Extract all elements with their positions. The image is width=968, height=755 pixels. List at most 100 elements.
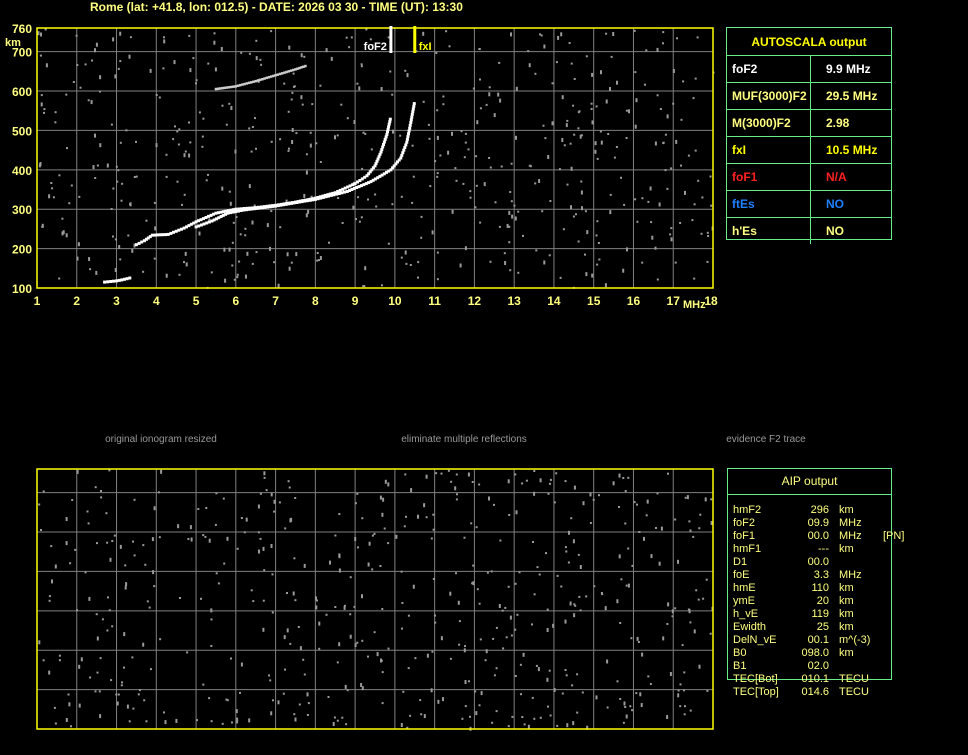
noise-dot: [579, 609, 582, 612]
f-ordinary-trace: [174, 229, 178, 233]
aip-value: 09.9: [807, 517, 829, 529]
noise-dot: [533, 470, 536, 472]
noise-dot: [336, 719, 339, 722]
noise-dot: [375, 205, 378, 208]
noise-dot: [340, 103, 343, 106]
noise-dot: [100, 490, 102, 492]
noise-dot: [499, 539, 502, 542]
e-layer-trace: [115, 279, 118, 283]
noise-dot: [656, 278, 659, 281]
noise-dot: [513, 204, 516, 207]
f-ordinary-trace: [226, 209, 230, 213]
noise-dot: [604, 283, 607, 288]
noise-dot: [579, 565, 582, 569]
aip-value: 00.0: [807, 556, 829, 568]
noise-dot: [674, 607, 677, 610]
multiple-reflection-trace: [302, 65, 305, 68]
noise-dot: [108, 609, 111, 612]
noise-dot: [542, 124, 545, 127]
x-tick-label: 18: [704, 294, 718, 308]
noise-dot: [570, 205, 572, 210]
noise-dot: [387, 242, 390, 245]
noise-dot: [401, 627, 403, 630]
autoscala-output-table: AUTOSCALA output foF2 9.9 MHz MUF(3000)F2 2…: [726, 27, 892, 244]
f-extraordinary-trace: [412, 102, 416, 106]
noise-dot: [538, 179, 541, 183]
noise-dot: [475, 155, 478, 158]
noise-dot: [52, 196, 55, 199]
noise-dot: [287, 110, 290, 113]
noise-dot: [255, 147, 257, 150]
noise-dot: [257, 504, 260, 509]
noise-dot: [361, 686, 364, 691]
noise-dot: [682, 80, 685, 83]
noise-dot: [627, 583, 630, 588]
f-extraordinary-trace: [385, 170, 388, 174]
noise-dot: [121, 681, 123, 684]
aip-value: 098.0: [801, 647, 829, 659]
noise-dot: [414, 657, 417, 660]
noise-dot: [88, 257, 91, 261]
aip-flag: [883, 504, 913, 517]
noise-dot: [164, 720, 167, 725]
spacer: [829, 660, 839, 673]
noise-dot: [442, 103, 445, 106]
autoscala-row: ftEs NO: [727, 191, 891, 218]
multiple-reflection-trace: [281, 72, 284, 75]
noise-dot: [205, 507, 208, 509]
f-ordinary-trace: [323, 193, 327, 197]
noise-dot: [509, 615, 512, 620]
noise-dot: [346, 117, 349, 120]
aip-value: 014.6: [801, 686, 829, 698]
noise-dot: [570, 62, 573, 65]
noise-dot: [586, 230, 589, 235]
autoscala-value: N/A: [826, 170, 847, 184]
aip-flag: [883, 647, 913, 660]
noise-dot: [483, 182, 486, 187]
noise-dot: [417, 514, 419, 519]
noise-dot: [361, 639, 364, 642]
noise-dot: [560, 32, 563, 37]
noise-dot: [210, 645, 213, 647]
noise-dot: [522, 234, 524, 237]
noise-dot: [572, 215, 575, 218]
noise-dot: [638, 531, 641, 533]
noise-dot: [553, 688, 556, 692]
marker-foF2-line: [389, 26, 393, 53]
noise-dot: [76, 256, 79, 261]
ionogram-plot-1: [36, 468, 714, 731]
x-tick-label: 9: [352, 294, 359, 308]
noise-dot: [354, 502, 357, 505]
noise-dot: [62, 230, 65, 235]
noise-dot: [464, 132, 467, 135]
aip-value: 00.1: [807, 634, 829, 646]
y-tick-label: 300: [12, 203, 32, 217]
noise-dot: [327, 696, 330, 698]
y-tick-label: 200: [12, 243, 32, 257]
noise-dot: [606, 659, 609, 664]
noise-dot: [365, 28, 368, 31]
noise-dot: [710, 521, 713, 525]
noise-dot: [666, 114, 669, 119]
f-extraordinary-trace: [394, 162, 398, 166]
multiple-reflection-trace: [267, 76, 271, 79]
noise-dot: [196, 719, 198, 722]
noise-dot: [128, 54, 131, 59]
f-ordinary-trace: [156, 233, 160, 237]
noise-dot: [569, 142, 572, 145]
f-ordinary-trace: [150, 233, 154, 237]
noise-dot: [376, 652, 379, 657]
aip-unit: MHz: [839, 569, 862, 581]
noise-dot: [290, 98, 293, 101]
noise-dot: [439, 154, 442, 157]
noise-dot: [645, 49, 648, 52]
noise-dot: [536, 566, 539, 569]
noise-dot: [627, 547, 630, 550]
noise-dot: [636, 220, 639, 223]
noise-dot: [110, 123, 113, 126]
multiple-reflection-trace: [230, 85, 233, 89]
noise-dot: [488, 86, 491, 89]
noise-dot: [518, 571, 521, 574]
noise-dot: [431, 230, 434, 235]
noise-dot: [291, 91, 294, 94]
